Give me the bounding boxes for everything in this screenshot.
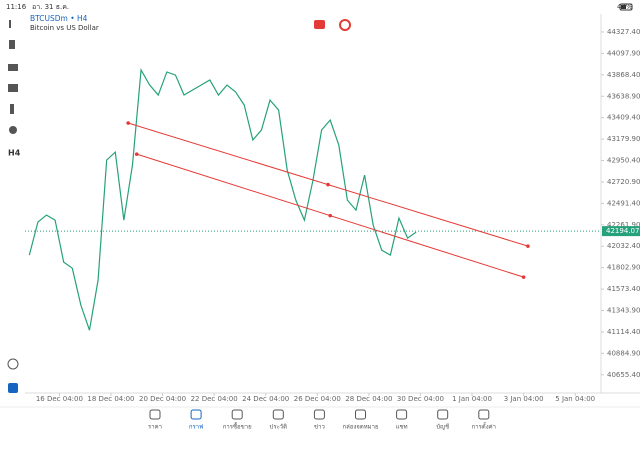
- nav-icon[interactable]: [396, 409, 408, 420]
- trendline-handle: [126, 121, 130, 125]
- y-tick-label: 41573.40: [607, 285, 640, 293]
- nav-label[interactable]: กราฟ: [189, 424, 203, 431]
- y-tick-label: 43179.90: [607, 135, 640, 143]
- y-tick-label: 44327.40: [607, 28, 640, 36]
- current-price-box: [602, 226, 640, 237]
- y-tick-label: 44097.90: [607, 49, 640, 57]
- price-line: [28, 68, 417, 331]
- y-tick-label: 41802.90: [607, 264, 640, 272]
- x-tick-label: 24 Dec 04:00: [242, 395, 289, 403]
- tool-objects[interactable]: [8, 84, 18, 92]
- nav-icon[interactable]: [149, 409, 161, 420]
- nav-icon[interactable]: [190, 409, 202, 420]
- y-tick-label: 41114.40: [607, 328, 640, 336]
- y-tick-label: 41343.90: [607, 306, 640, 314]
- x-tick-label: 18 Dec 04:00: [87, 395, 134, 403]
- tool-search[interactable]: [7, 358, 19, 370]
- nav-label[interactable]: กล่องจดหมาย: [342, 424, 378, 431]
- nav-icon[interactable]: [272, 409, 284, 420]
- tool-candles[interactable]: [9, 40, 15, 49]
- x-tick-label: 5 Jan 04:00: [555, 395, 595, 403]
- trendline-handle: [521, 275, 526, 279]
- nav-label[interactable]: การตั้งค่า: [472, 421, 496, 431]
- left-toolbar: [7, 20, 19, 393]
- y-tick-label: 43868.40: [607, 71, 640, 79]
- timeframe-button[interactable]: H4: [8, 149, 21, 158]
- x-tick-label: 28 Dec 04:00: [345, 395, 392, 403]
- y-tick-label: 43409.40: [607, 114, 640, 122]
- battery-icon: [619, 3, 633, 11]
- status-date: อา. 31 ธ.ค.: [32, 3, 69, 11]
- nav-label[interactable]: บัญชี: [436, 423, 449, 431]
- nav-label[interactable]: การซื้อขาย: [223, 421, 252, 431]
- x-tick-label: 3 Jan 04:00: [504, 395, 544, 403]
- buy-button[interactable]: [339, 19, 351, 31]
- nav-icon[interactable]: [355, 409, 366, 420]
- y-tick-label: 40884.90: [607, 349, 640, 357]
- nav-icon[interactable]: [313, 409, 325, 420]
- y-tick-label: 43638.90: [607, 92, 640, 100]
- x-tick-label: 16 Dec 04:00: [36, 395, 83, 403]
- trendline-handle: [526, 244, 530, 248]
- sell-button[interactable]: [314, 20, 325, 29]
- trendline-handle: [328, 213, 332, 218]
- nav-icon[interactable]: [478, 409, 490, 420]
- x-tick-label: 22 Dec 04:00: [191, 395, 238, 403]
- y-tick-label: 42032.40: [607, 242, 640, 250]
- nav-label[interactable]: ประวัติ: [270, 424, 288, 431]
- nav-label[interactable]: ข่าว: [314, 424, 325, 431]
- status-time: 11:16: [6, 3, 27, 11]
- y-tick-label: 42720.90: [607, 178, 640, 186]
- symbol-title[interactable]: BTCUSDm • H4: [30, 14, 88, 23]
- nav-icon[interactable]: [231, 409, 243, 420]
- symbol-description: Bitcoin vs US Dollar: [30, 24, 99, 32]
- x-tick-label: 1 Jan 04:00: [452, 395, 492, 403]
- y-tick-label: 42491.40: [607, 199, 640, 207]
- battery-level: [621, 5, 626, 9]
- x-tick-label: 30 Dec 04:00: [397, 395, 444, 403]
- current-price-label: 42194.07: [606, 227, 639, 235]
- trendline-handle: [134, 152, 139, 156]
- tool-functions[interactable]: [10, 104, 14, 114]
- y-tick-label: 42261.90: [607, 221, 640, 229]
- y-tick-label: 40655.40: [607, 371, 640, 379]
- nav-icon[interactable]: [437, 409, 449, 420]
- tool-indicators[interactable]: [8, 64, 18, 71]
- x-tick-label: 20 Dec 04:00: [139, 395, 186, 403]
- tool-app[interactable]: [8, 383, 18, 393]
- x-tick-label: 26 Dec 04:00: [294, 395, 341, 403]
- tool-crosshair[interactable]: [9, 20, 11, 28]
- tool-shapes[interactable]: [9, 126, 17, 134]
- y-tick-label: 42950.40: [607, 157, 640, 165]
- trendline-handle: [326, 182, 330, 187]
- nav-label[interactable]: แชท: [396, 424, 408, 431]
- nav-label[interactable]: ราคา: [148, 424, 162, 431]
